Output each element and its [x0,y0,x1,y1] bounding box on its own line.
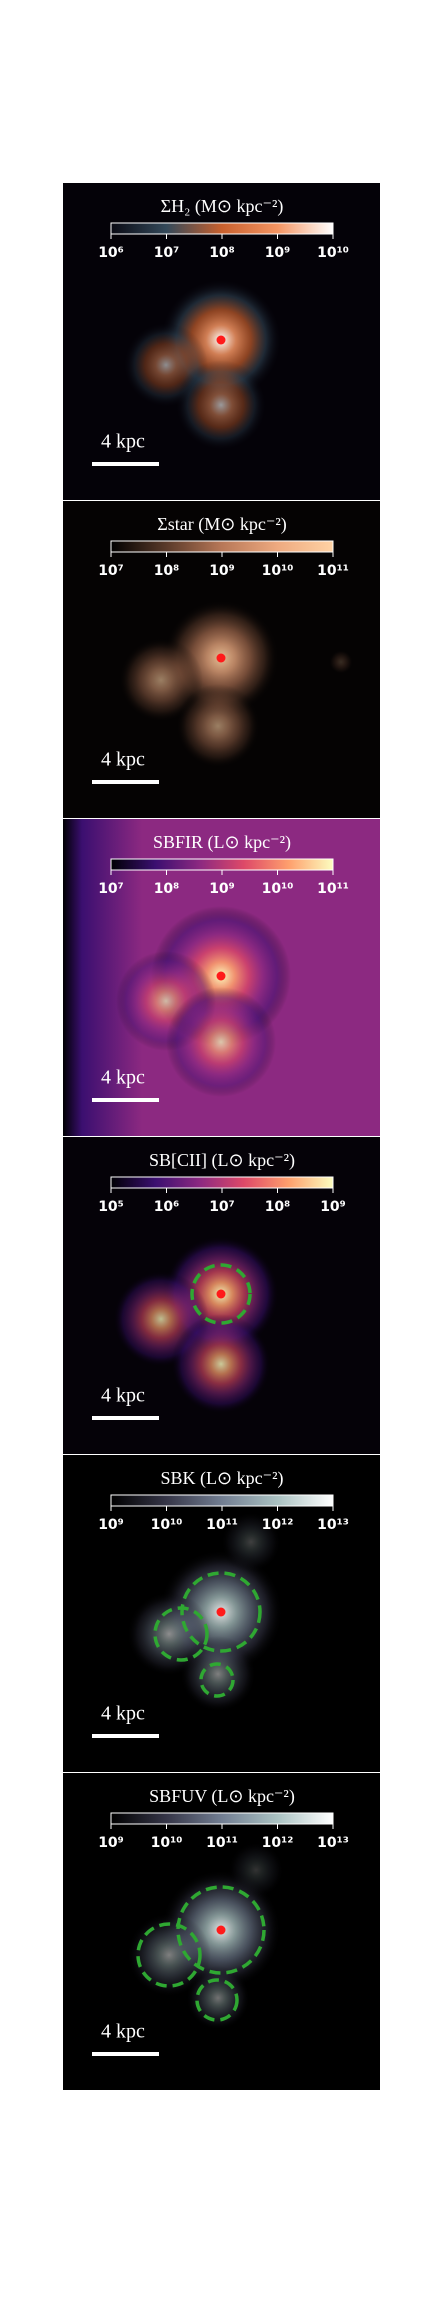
colorbar-label: Σstar (M⊙ kpc⁻²) [157,514,286,535]
colorbar-tick-label: 10¹¹ [206,1835,238,1851]
colorbar [110,540,334,553]
scale-bar [92,1098,159,1102]
colorbar [110,1812,334,1825]
colorbar-tick-label: 10¹¹ [206,1517,238,1533]
scale-bar-label: 4 kpc [101,2021,145,2043]
center-marker [216,971,226,981]
colorbar [110,1176,334,1189]
colorbar-label: SBFIR (L⊙ kpc⁻²) [153,832,291,853]
emission-blob [186,1966,250,2030]
aperture-ring [136,1922,202,1988]
scale-bar-label: 4 kpc [101,749,145,771]
scale-bar-label: 4 kpc [101,1385,145,1407]
scale-bar [92,780,159,784]
colorbar-tick-label: 10⁹ [320,1199,346,1215]
colorbar-tick-label: 10⁷ [209,1199,235,1215]
emission-blob [221,1512,281,1572]
colorbar-tick-label: 10⁹ [209,563,235,579]
colorbar-tick-label: 10⁹ [98,1835,124,1851]
scale-bar [92,2052,159,2056]
aperture-ring [195,1978,239,2022]
center-marker [216,1925,226,1935]
colorbar-tick-label: 10¹⁰ [262,563,294,579]
panel: Σstar (M⊙ kpc⁻²) 10⁷ 10⁸ 10⁹ 10¹⁰ 10¹¹ 4 kpc [63,501,380,818]
colorbar-tick-label: 10¹¹ [317,563,349,579]
aperture-ring [199,1662,235,1698]
panel: SB[CII] (L⊙ kpc⁻²) 10⁵ 10⁶ 10⁷ 10⁸ 10⁹ 4 kpc [63,1137,380,1454]
colorbar-tick-label: 10⁷ [98,881,124,897]
panel: SBFUV (L⊙ kpc⁻²) 10⁹ 10¹⁰ 10¹¹ 10¹² 10¹³ 4 kpc [63,1773,380,2090]
emission-blob [180,1636,256,1712]
emission-blob [228,1842,284,1898]
emission-blob [166,987,276,1097]
emission-blob [329,650,353,674]
colorbar-tick-label: 10⁷ [154,245,180,261]
aperture-ring [190,1263,252,1325]
colorbar-tick-label: 10¹⁰ [317,245,349,261]
emission-blob [176,684,260,768]
scale-bar-label: 4 kpc [101,1703,145,1725]
center-marker [216,335,226,345]
colorbar-tick-label: 10⁵ [98,1199,124,1215]
aperture-ring [176,1885,266,1975]
colorbar-tick-label: 10¹⁰ [151,1835,183,1851]
colorbar-tick-label: 10¹² [262,1835,294,1851]
colorbar-tick-label: 10⁶ [154,1199,180,1215]
emission-blob [176,360,266,450]
colorbar-tick-label: 10¹⁰ [151,1517,183,1533]
colorbar-label: SBK (L⊙ kpc⁻²) [161,1468,284,1489]
colorbar [110,858,334,871]
colorbar-tick-label: 10¹¹ [317,881,349,897]
colorbar-tick-label: 10⁸ [209,245,235,261]
colorbar-tick-label: 10⁹ [98,1517,124,1533]
colorbar-tick-label: 10⁷ [98,563,124,579]
colorbar-tick-label: 10¹³ [317,1835,349,1851]
emission-blob [119,638,203,722]
center-marker [216,653,226,663]
center-marker [216,1289,226,1299]
scale-bar-label: 4 kpc [101,431,145,453]
colorbar-tick-label: 10⁸ [154,563,180,579]
colorbar [110,222,334,235]
colorbar-tick-label: 10¹⁰ [262,881,294,897]
colorbar [110,1494,334,1507]
center-marker [216,1607,226,1617]
panel: ΣH₂ (M⊙ kpc⁻²) 10⁶ 10⁷ 10⁸ 10⁹ 10¹⁰ 4 kpc [63,183,380,500]
scale-bar-label: 4 kpc [101,1067,145,1089]
colorbar-tick-label: 10⁶ [98,245,124,261]
colorbar-tick-label: 10¹² [262,1517,294,1533]
colorbar-label: SB[CII] (L⊙ kpc⁻²) [149,1150,295,1171]
emission-blob [171,1314,271,1414]
aperture-ring [180,1571,262,1653]
colorbar-tick-label: 10¹³ [317,1517,349,1533]
panel: SBFIR (L⊙ kpc⁻²) 10⁷ 10⁸ 10⁹ 10¹⁰ 10¹¹ 4 kpc [63,819,380,1136]
aperture-ring [153,1606,209,1662]
colorbar-label: SBFUV (L⊙ kpc⁻²) [149,1786,295,1807]
colorbar-tick-label: 10⁸ [154,881,180,897]
colorbar-label: ΣH₂ (M⊙ kpc⁻²) [161,196,284,217]
colorbar-tick-label: 10⁸ [265,1199,291,1215]
scale-bar [92,462,159,466]
scale-bar [92,1734,159,1738]
panel: SBK (L⊙ kpc⁻²) 10⁹ 10¹⁰ 10¹¹ 10¹² 10¹³ 4 kpc [63,1455,380,1772]
colorbar-tick-label: 10⁹ [209,881,235,897]
scale-bar [92,1416,159,1420]
colorbar-tick-label: 10⁹ [265,245,291,261]
